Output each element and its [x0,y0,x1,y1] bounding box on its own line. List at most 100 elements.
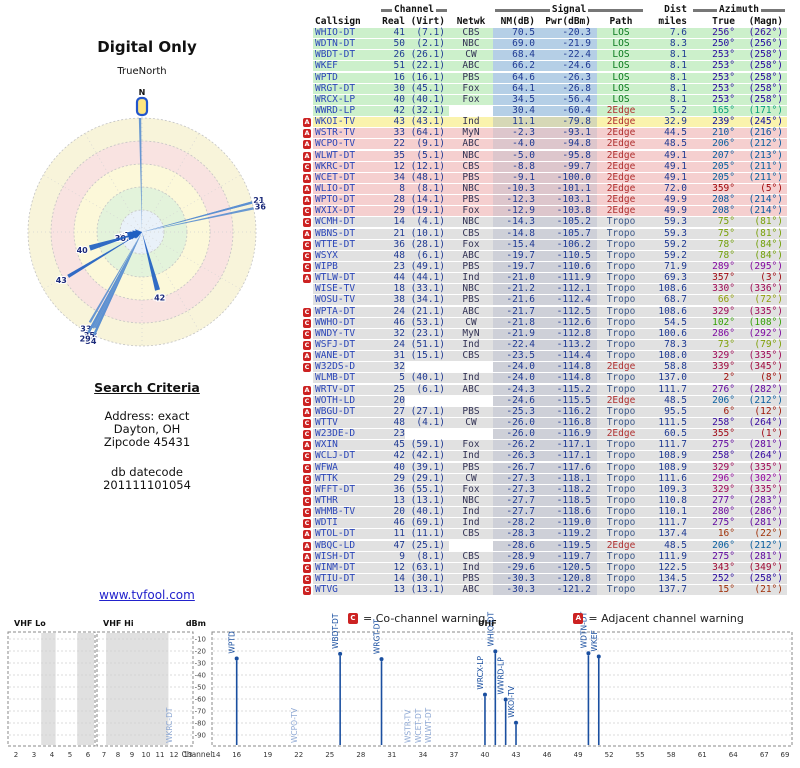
real-channel-cell: 21 [379,228,405,239]
callsign-link[interactable]: WDTI [313,518,379,529]
north-marker-icon [135,96,149,117]
callsign-link[interactable]: WNDY-TV [313,328,379,339]
power-cell: -56.4 [539,94,597,105]
callsign-link[interactable]: WSTR-TV [313,128,379,139]
virtual-channel-cell: (13.1) [405,495,449,506]
network-cell: PBS [449,406,493,417]
callsign-link[interactable]: WFFT-DT [313,484,379,495]
true-azimuth-cell: 206° [691,139,735,150]
noise-margin-cell: -26.7 [493,462,539,473]
callsign-link[interactable]: WCMH-DT [313,217,379,228]
real-channel-cell: 20 [379,507,405,518]
true-azimuth-cell: 275° [691,440,735,451]
callsign-link[interactable]: WPTO-DT [313,195,379,206]
callsign-link[interactable]: WISH-DT [313,551,379,562]
callsign-link[interactable]: WBQC-LD [313,540,379,551]
power-cell: -118.2 [539,484,597,495]
callsign-link[interactable]: WOTH-LD [313,395,379,406]
co-channel-warning-icon: C [303,341,311,350]
virtual-channel-cell: (51.1) [405,340,449,350]
spectrum-marker-dot [379,657,384,662]
channel-warning-flag: C [303,328,313,339]
path-cell: Tropo [597,317,645,328]
spectrum-marker-dot [338,651,343,656]
callsign-link[interactable]: WLIO-DT [313,184,379,195]
callsign-link[interactable]: WPTD [313,72,379,83]
co-channel-warning-icon: C [303,251,311,261]
callsign-link[interactable]: WISE-TV [313,284,379,295]
callsign-link[interactable]: WDTN-DT [313,39,379,50]
callsign-link[interactable]: WCET-DT [313,172,379,183]
true-azimuth-cell: 258° [691,417,735,428]
channel-warning-flag: A [303,139,313,150]
callsign-link[interactable]: W23DE-D [313,429,379,440]
callsign-link[interactable]: WKRC-DT [313,161,379,172]
callsign-link[interactable]: WCPO-TV [313,139,379,150]
callsign-link[interactable]: WTVG [313,585,379,596]
callsign-link[interactable]: WCLJ-DT [313,451,379,462]
table-row: A WBGU-DT 27 (27.1) PBS -25.3 -116.2 Tropo 95.5 6… [303,406,789,418]
callsign-link[interactable]: WBGU-DT [313,406,379,417]
power-cell: -112.5 [539,306,597,317]
callsign-link[interactable]: WLWT-DT [313,150,379,161]
channel-tick-label: 4 [50,751,55,759]
callsign-link[interactable]: WTOL-DT [313,529,379,540]
true-azimuth-cell: 206° [691,540,735,551]
tvfool-link[interactable]: www.tvfool.com [99,588,195,602]
callsign-link[interactable]: WBNS-DT [313,228,379,239]
callsign-link[interactable]: WTLW-DT [313,273,379,284]
magnetic-azimuth-cell: (258°) [735,83,787,94]
callsign-link[interactable]: WRGT-DT [313,83,379,94]
callsign-link[interactable]: WWHO-DT [313,317,379,328]
callsign-link[interactable]: WHIO-DT [313,28,379,39]
noise-margin-cell: -24.3 [493,384,539,395]
noise-margin-cell: -22.4 [493,340,539,350]
distance-cell: 8.1 [645,83,691,94]
callsign-link[interactable]: WOSU-TV [313,295,379,306]
callsign-link[interactable]: WTIU-DT [313,573,379,584]
callsign-link[interactable]: WLMB-DT [313,373,379,384]
power-cell: -105.2 [539,217,597,228]
callsign-link[interactable]: WKOI-TV [313,117,379,128]
path-cell: 2Edge [597,128,645,139]
polar-wedge [88,232,142,323]
callsign-link[interactable]: WINM-DT [313,562,379,573]
callsign-link[interactable]: WBDT-DT [313,50,379,61]
true-azimuth-cell: 355° [691,429,735,440]
magnetic-azimuth-cell: (281°) [735,551,787,562]
callsign-link[interactable]: WTTE-DT [313,239,379,250]
callsign-link[interactable]: WSFJ-DT [313,340,379,350]
callsign-link[interactable]: WSYX [313,250,379,261]
dbm-tick-label: -50 [195,684,206,692]
true-azimuth-cell: 329° [691,306,735,317]
callsign-link[interactable]: WTTV [313,417,379,428]
real-channel-cell: 20 [379,395,405,406]
callsign-link[interactable]: WXIN [313,440,379,451]
callsign-link[interactable]: WWRD-LP [313,106,379,117]
polar-wedge [92,232,142,336]
callsign-link[interactable]: WIPB [313,262,379,273]
callsign-link[interactable]: WRTV-DT [313,384,379,395]
channel-tick-label: 13 [184,751,193,759]
callsign-link[interactable]: WFWA [313,462,379,473]
callsign-link[interactable]: WTTK [313,473,379,484]
callsign-link[interactable]: WKEF [313,61,379,72]
callsign-link[interactable]: WTHR [313,495,379,506]
callsign-link[interactable]: WRCX-LP [313,94,379,105]
true-azimuth-cell: 206° [691,395,735,406]
callsign-link[interactable]: WHMB-TV [313,507,379,518]
distance-cell: 54.5 [645,317,691,328]
table-row: A WBQC-LD 47 (25.1) -28.6 -119.5 2Edge 48.5 206°… [303,540,789,552]
channel-warning-flag: A [303,406,313,417]
channel-warning-flag: A [303,172,313,183]
callsign-link[interactable]: WANE-DT [313,351,379,362]
distance-cell: 122.5 [645,562,691,573]
power-cell: -117.6 [539,462,597,473]
channel-tick-label: 12 [170,751,179,759]
callsign-link[interactable]: WXIX-DT [313,206,379,217]
callsign-link[interactable]: WPTA-DT [313,306,379,317]
magnetic-azimuth-cell: (1°) [735,429,787,440]
noise-margin-cell: -27.3 [493,484,539,495]
callsign-link[interactable]: W32DS-D [313,362,379,373]
magnetic-azimuth-cell: (79°) [735,340,787,350]
